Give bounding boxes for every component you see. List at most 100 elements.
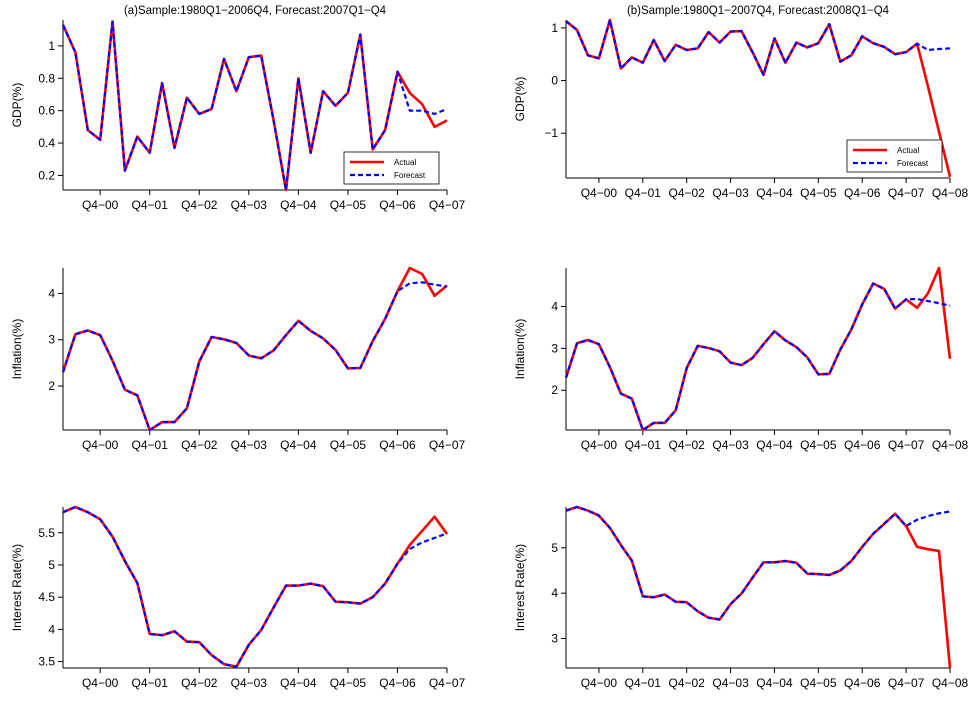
legend: Actual Forecast [846, 139, 943, 173]
legend-forecast-label: Forecast [394, 171, 426, 180]
y-tick-label: −1 [544, 126, 558, 140]
x-tick-label: Q4−01 [132, 438, 169, 452]
x-tick-label: Q4−01 [625, 186, 662, 200]
x-tick-label: Q4−04 [280, 198, 317, 212]
x-tick-label: Q4−03 [712, 676, 749, 690]
x-tick-label: Q4−00 [82, 438, 119, 452]
panel-inflation-a: 2 3 4 Inflation(%) Q4−00 Q4−01 Q4−02 Q4−03 Q4−04… [10, 266, 466, 452]
series-actual-line [564, 266, 952, 432]
x-tick-label: Q4−05 [330, 198, 367, 212]
x-tick-label: Q4−02 [668, 676, 705, 690]
x-tick-label: Q4−03 [712, 438, 749, 452]
x-tick-label: Q4−02 [181, 676, 218, 690]
y-tick-label: 4 [48, 622, 55, 636]
x-tick-label: Q4−06 [379, 676, 416, 690]
x-tick-label: Q4−06 [844, 676, 881, 690]
y-tick-label: 2 [551, 383, 558, 397]
x-tick-label: Q4−04 [280, 438, 317, 452]
legend-actual-label: Actual [897, 146, 919, 155]
y-tick-label: 5 [48, 558, 55, 572]
y-axis-label: Interest Rate(%) [513, 544, 527, 631]
chart-title: (a)Sample:1980Q1−2006Q4, Forecast:2007Q1… [124, 5, 387, 17]
y-axis-label: Inflation(%) [513, 319, 527, 380]
x-tick-label: Q4−07 [429, 438, 466, 452]
series-forecast-line [565, 505, 951, 621]
x-tick-label: Q4−07 [429, 676, 466, 690]
panel-gdp-b: (b)Sample:1980Q1−2007Q4, Forecast:2008Q1… [513, 5, 969, 200]
y-tick-label: 1 [551, 21, 558, 35]
panel-interest-b: 3 4 5 Interest Rate(%) Q4−00 Q4−01 Q4−02 Q4−03 Q… [513, 505, 969, 690]
series-forecast-line [565, 18, 951, 76]
y-tick-label: 5 [551, 541, 558, 555]
y-tick-label: 0.6 [38, 104, 55, 118]
y-tick-label: 3 [551, 341, 558, 355]
x-tick-label: Q4−06 [844, 186, 881, 200]
series-actual-line [565, 505, 952, 669]
x-tick-label: Q4−04 [756, 676, 793, 690]
y-tick-label: 0.2 [38, 168, 55, 182]
x-tick-label: Q4−03 [712, 186, 749, 200]
series-forecast-line [61, 20, 448, 192]
legend-actual-label: Actual [394, 158, 416, 167]
x-tick-label: Q4−00 [82, 198, 119, 212]
x-tick-label: Q4−05 [330, 676, 367, 690]
series-actual-line [61, 266, 448, 432]
x-tick-label: Q4−06 [844, 438, 881, 452]
y-axis-label: GDP(%) [513, 77, 527, 122]
y-tick-label: 4 [551, 586, 558, 600]
x-tick-label: Q4−05 [800, 186, 837, 200]
x-tick-label: Q4−01 [132, 198, 169, 212]
x-tick-label: Q4−07 [429, 198, 466, 212]
y-tick-label: 4 [551, 300, 558, 314]
legend: Actual Forecast [343, 151, 440, 185]
x-tick-label: Q4−00 [82, 676, 119, 690]
series-actual-line [62, 505, 449, 669]
panel-gdp-a: (a)Sample:1980Q1−2006Q4, Forecast:2007Q1… [10, 5, 466, 212]
x-tick-label: Q4−06 [379, 438, 416, 452]
series-forecast-line [62, 505, 448, 668]
y-tick-label: 3 [48, 333, 55, 347]
x-tick-label: Q4−04 [756, 438, 793, 452]
series-forecast-line [61, 281, 448, 432]
y-tick-label: 0.8 [38, 71, 55, 85]
x-tick-label: Q4−01 [625, 438, 662, 452]
x-tick-label: Q4−01 [625, 676, 662, 690]
panel-interest-a: 3.5 4 4.5 5 5.5 Interest Rate(%) Q4−00 Q4−01 Q4−… [10, 505, 466, 690]
y-tick-label: 4 [48, 286, 55, 300]
x-tick-label: Q4−08 [932, 676, 969, 690]
y-tick-label: 2 [48, 379, 55, 393]
x-tick-label: Q4−00 [581, 438, 618, 452]
y-tick-label: 5.5 [38, 526, 55, 540]
legend-box [343, 151, 440, 185]
y-tick-label: 4.5 [38, 590, 55, 604]
y-axis-label: Inflation(%) [10, 319, 24, 380]
chart-title: (b)Sample:1980Q1−2007Q4, Forecast:2008Q1… [627, 5, 890, 17]
x-tick-label: Q4−04 [280, 676, 317, 690]
x-tick-label: Q4−00 [581, 676, 618, 690]
y-tick-label: 1 [48, 39, 55, 53]
x-tick-label: Q4−07 [888, 438, 925, 452]
x-tick-label: Q4−02 [181, 198, 218, 212]
x-tick-label: Q4−02 [181, 438, 218, 452]
x-tick-label: Q4−03 [231, 438, 268, 452]
y-tick-label: 0 [551, 74, 558, 88]
y-tick-label: 3 [551, 632, 558, 646]
x-tick-label: Q4−05 [330, 438, 367, 452]
y-tick-label: 0.4 [38, 136, 55, 150]
x-tick-label: Q4−04 [756, 186, 793, 200]
x-tick-label: Q4−07 [888, 676, 925, 690]
x-tick-label: Q4−00 [581, 186, 618, 200]
panel-inflation-b: 2 3 4 Inflation(%) Q4−00 Q4−01 Q4−02 Q4−03 Q4−04… [513, 266, 969, 452]
x-tick-label: Q4−05 [800, 676, 837, 690]
y-tick-label: 3.5 [38, 655, 55, 669]
x-tick-label: Q4−07 [888, 186, 925, 200]
x-tick-label: Q4−02 [668, 186, 705, 200]
x-tick-label: Q4−08 [932, 186, 969, 200]
legend-box [846, 139, 943, 173]
x-tick-label: Q4−03 [231, 198, 268, 212]
x-tick-label: Q4−01 [132, 676, 169, 690]
x-tick-label: Q4−06 [379, 198, 416, 212]
x-tick-label: Q4−02 [668, 438, 705, 452]
y-axis-label: GDP(%) [10, 83, 24, 128]
